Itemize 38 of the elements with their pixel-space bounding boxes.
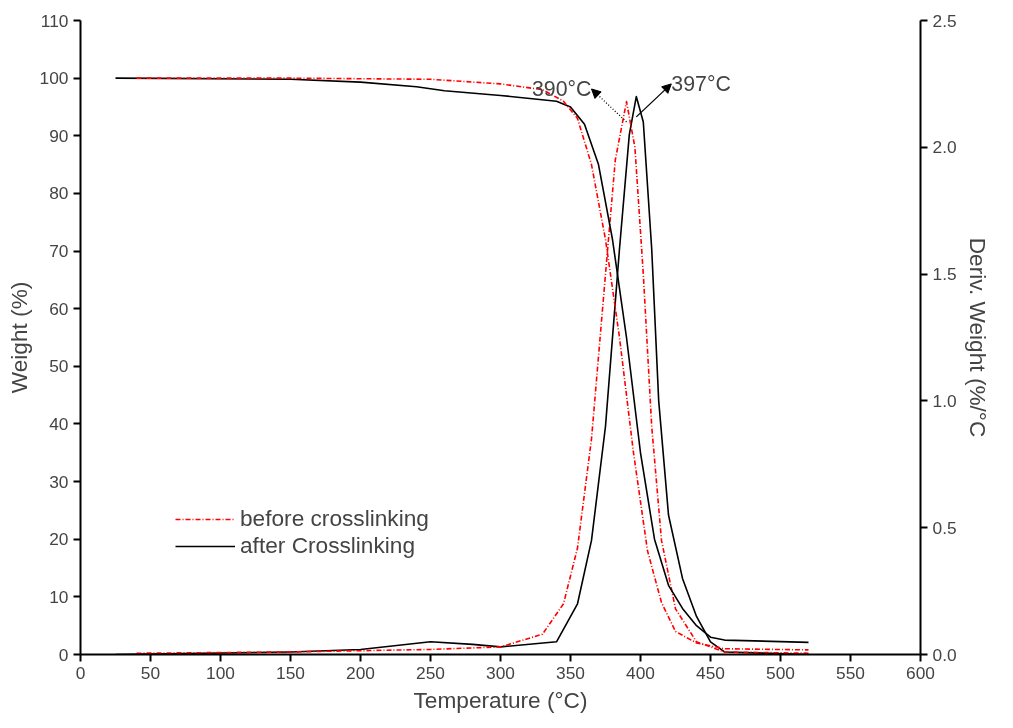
y2-tick-label: 0.0: [932, 644, 957, 665]
y-tick-label: 20: [49, 529, 69, 550]
y-tick-label: 80: [49, 183, 69, 204]
annotation: 397°C: [671, 71, 731, 96]
x-tick-label: 200: [346, 662, 375, 683]
x-tick-label: 300: [486, 662, 515, 683]
x-tick-label: 150: [276, 662, 305, 683]
y2-tick-label: 2.5: [932, 10, 957, 31]
y-tick-label: 90: [49, 125, 69, 146]
y2-tick-label: 0.5: [932, 517, 957, 538]
x-tick-label: 400: [626, 662, 655, 683]
y-tick-label: 70: [49, 241, 69, 262]
y2-tick-label: 1.0: [932, 390, 957, 411]
x-tick-label: 250: [416, 662, 445, 683]
y-tick-label: 40: [49, 413, 69, 434]
x-tick-label: 450: [696, 662, 725, 683]
x-tick-label: 600: [906, 662, 935, 683]
y-tick-label: 0: [58, 644, 69, 665]
y-tick-label: 110: [40, 10, 69, 31]
y2-tick-label: 1.5: [932, 264, 957, 285]
y-tick-label: 100: [39, 68, 69, 89]
x-tick-label: 500: [766, 662, 795, 683]
y2-axis-title: Deriv. Weight (%/°C: [964, 237, 991, 438]
y-axis-title: Weight (%): [5, 281, 32, 394]
x-tick-label: 0: [75, 662, 86, 683]
y-tick-label: 30: [49, 471, 69, 492]
x-tick-label: 100: [206, 662, 235, 683]
x-tick-label: 550: [836, 662, 865, 683]
y2-tick-label: 2.0: [932, 137, 957, 158]
annotation: 390°C: [531, 76, 592, 101]
x-tick-label: 350: [556, 662, 585, 683]
x-tick-label: 50: [140, 662, 161, 683]
y-tick-label: 60: [49, 298, 69, 319]
legend-label: after Crosslinking: [240, 532, 416, 559]
y-tick-label: 50: [49, 356, 69, 377]
x-axis-title: Temperature (°C): [413, 686, 588, 713]
legend-label: before crosslinking: [240, 505, 429, 532]
y-tick-label: 10: [49, 586, 69, 607]
